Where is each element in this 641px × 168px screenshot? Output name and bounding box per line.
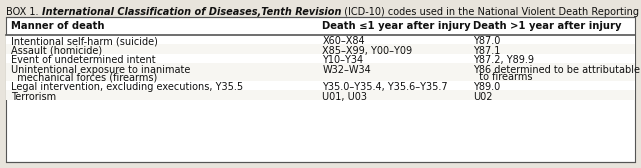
Text: W32–W34: W32–W34 xyxy=(322,65,371,75)
Bar xyxy=(6,17,635,162)
Text: Y89.0: Y89.0 xyxy=(473,82,501,92)
Text: to firearms: to firearms xyxy=(473,72,533,82)
Bar xyxy=(6,80,635,90)
Bar xyxy=(6,63,635,80)
Text: Assault (homicide): Assault (homicide) xyxy=(11,46,102,56)
Text: Unintentional exposure to inanimate: Unintentional exposure to inanimate xyxy=(11,65,190,75)
Text: U02: U02 xyxy=(473,92,493,102)
Bar xyxy=(6,34,635,44)
Text: Y35.0–Y35.4, Y35.6–Y35.7: Y35.0–Y35.4, Y35.6–Y35.7 xyxy=(322,82,448,92)
Text: mechanical forces (firearms): mechanical forces (firearms) xyxy=(11,72,157,82)
Text: Y86 determined to be attributable: Y86 determined to be attributable xyxy=(473,65,640,75)
Text: Event of undetermined intent: Event of undetermined intent xyxy=(11,55,156,65)
Bar xyxy=(6,44,635,53)
Text: Intentional self-harm (suicide): Intentional self-harm (suicide) xyxy=(11,36,158,46)
Text: Terrorism: Terrorism xyxy=(11,92,56,102)
Text: Legal intervention, excluding executions, Y35.5: Legal intervention, excluding executions… xyxy=(11,82,243,92)
Bar xyxy=(6,90,635,99)
Text: Y87.0: Y87.0 xyxy=(473,36,501,46)
Text: Y87.2, Y89.9: Y87.2, Y89.9 xyxy=(473,55,535,65)
Text: Death >1 year after injury: Death >1 year after injury xyxy=(473,21,622,31)
Bar xyxy=(6,53,635,63)
Text: Manner of death: Manner of death xyxy=(11,21,104,31)
Text: BOX 1.: BOX 1. xyxy=(6,7,42,17)
Text: X85–X99, Y00–Y09: X85–X99, Y00–Y09 xyxy=(322,46,412,56)
Text: Death ≤1 year after injury: Death ≤1 year after injury xyxy=(322,21,471,31)
Text: X60–X84: X60–X84 xyxy=(322,36,365,46)
Text: International Classification of Diseases,Tenth Revision: International Classification of Diseases… xyxy=(42,7,341,17)
Text: Y87.1: Y87.1 xyxy=(473,46,501,56)
Text: (ICD-10) codes used in the National Violent Death Reporting System: (ICD-10) codes used in the National Viol… xyxy=(341,7,641,17)
Text: Y10–Y34: Y10–Y34 xyxy=(322,55,363,65)
Text: U01, U03: U01, U03 xyxy=(322,92,367,102)
